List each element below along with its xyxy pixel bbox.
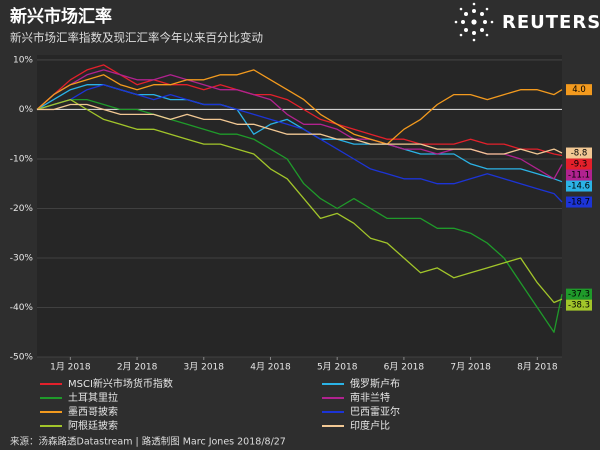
- end-label: -8.8: [571, 149, 588, 159]
- x-tick-label: 4月 2018: [250, 362, 291, 373]
- subtitle: 新兴市场汇率指数及现汇汇率今年以来百分比变动: [10, 31, 263, 45]
- series-line: [36, 69, 563, 145]
- chart-title: 新兴市场汇率: [10, 6, 112, 27]
- end-label-box: [566, 147, 592, 159]
- end-label: -18.7: [568, 198, 590, 208]
- end-label: -37.3: [568, 290, 590, 300]
- end-label: -11.1: [568, 171, 590, 181]
- series-line: [36, 98, 563, 333]
- series-line: [36, 84, 563, 203]
- x-tick-label: 7月 2018: [450, 362, 491, 373]
- x-tick-label: 5月 2018: [317, 362, 358, 373]
- end-label-box: [566, 84, 592, 96]
- plot-area: [37, 55, 562, 357]
- end-label-box: [566, 169, 592, 181]
- end-label: -38.3: [568, 301, 590, 311]
- logo-icon: [454, 2, 494, 42]
- end-label-box: [566, 196, 592, 208]
- end-label-box: [566, 158, 592, 170]
- y-tick-label: -30%: [10, 253, 34, 263]
- legend-label: 印度卢比: [350, 419, 390, 432]
- y-tick-label: -50%: [10, 353, 34, 363]
- x-tick-label: 3月 2018: [184, 362, 225, 373]
- x-tick-label: 6月 2018: [384, 362, 425, 373]
- series-line: [36, 64, 563, 157]
- y-tick-label: -20%: [10, 204, 34, 214]
- end-label-box: [566, 288, 592, 300]
- end-label: -14.6: [568, 182, 590, 192]
- legend-label: 墨西哥披索: [68, 405, 118, 418]
- source: 来源：汤森路透Datastream | 路透制图 Marc Jones 2018…: [10, 436, 286, 448]
- legend-label: 阿根廷披索: [68, 419, 118, 432]
- x-tick-label: 2月 2018: [117, 362, 158, 373]
- legend-label: 土耳其里拉: [68, 391, 118, 404]
- x-tick-label: 8月 2018: [517, 362, 558, 373]
- end-label: -9.3: [571, 160, 588, 170]
- legend-label: 俄罗斯卢布: [350, 377, 400, 390]
- y-tick-label: 10%: [13, 55, 33, 65]
- series-line: [36, 98, 563, 304]
- end-label: 4.0: [572, 85, 586, 95]
- series-line: [37, 103, 563, 155]
- x-tick-label: 1月 2018: [50, 362, 91, 373]
- legend-label: 巴西雷亚尔: [350, 405, 400, 418]
- y-tick-label: -10%: [10, 154, 34, 164]
- logo-text: REUTERS: [502, 12, 600, 33]
- y-tick-label: 0%: [19, 105, 34, 115]
- y-tick-label: -40%: [10, 303, 34, 313]
- end-label-box: [566, 299, 592, 311]
- legend-label: MSCI新兴市场货币指数: [68, 377, 173, 390]
- legend-label: 南非兰特: [350, 391, 390, 404]
- end-label-box: [566, 180, 592, 192]
